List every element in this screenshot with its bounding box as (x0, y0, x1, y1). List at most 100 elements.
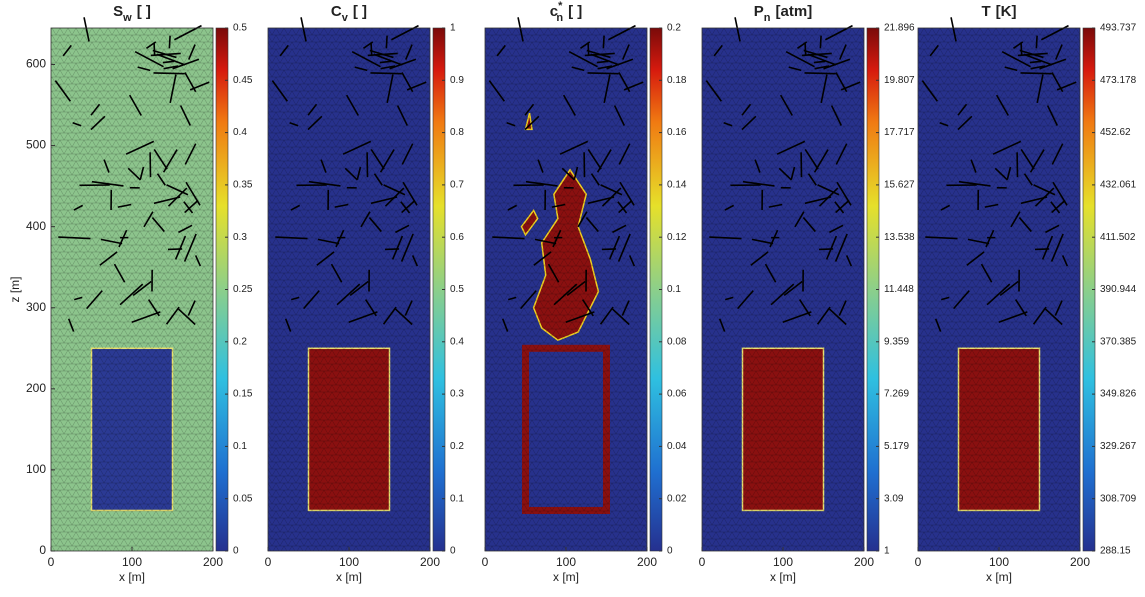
mesh (268, 28, 430, 551)
mesh (702, 28, 864, 551)
panel-title: c*n[ ] (550, 0, 583, 24)
y-tick-label: 400 (26, 219, 46, 233)
colorbar-tick-label: 11.448 (884, 284, 914, 295)
colorbar-tick-label: 0.5 (450, 284, 464, 295)
colorbar-tick-label: 0.05 (233, 493, 253, 504)
y-axis-label: z [m] (8, 277, 22, 303)
panel-title: Cv [ ] (331, 3, 367, 24)
x-tick-label: 100 (989, 555, 1009, 569)
fracture (603, 36, 604, 49)
colorbar-tick-label: 1 (450, 23, 456, 34)
colorbar-tick-label: 0.02 (667, 493, 687, 504)
title-subscript: w (122, 12, 132, 24)
x-axis-label: x [m] (119, 570, 145, 584)
x-tick-label: 0 (915, 555, 922, 569)
colorbar-tick-label: 0.5 (233, 23, 247, 34)
colorbar-tick-label: 329.267 (1100, 441, 1137, 452)
colorbar-tick-label: 1 (884, 546, 890, 557)
fracture (1036, 36, 1037, 49)
mesh (918, 28, 1080, 551)
colorbar-tick-label: 7.269 (884, 389, 909, 400)
colorbar-tick-label: 0.3 (450, 389, 464, 400)
fracture (153, 73, 184, 74)
colorbar-tick-label: 0.08 (667, 336, 687, 347)
title-symbol: P (754, 3, 764, 20)
y-tick-label: 600 (26, 57, 46, 71)
x-axis-label: x [m] (336, 570, 362, 584)
colorbar-tick-label: 0.7 (450, 180, 464, 191)
colorbar-tick-label: 0.35 (233, 180, 253, 191)
mesh (485, 28, 647, 551)
colorbar-tick-label: 9.359 (884, 336, 909, 347)
fracture (820, 36, 821, 49)
colorbar-tick-label: 0.06 (667, 389, 687, 400)
x-tick-label: 100 (339, 555, 359, 569)
colorbar-tick-label: 0.6 (450, 232, 464, 243)
title-symbol: T (982, 3, 991, 20)
colorbar-tick-label: 0.1 (450, 493, 464, 504)
x-tick-label: 200 (1070, 555, 1090, 569)
fracture (370, 73, 401, 74)
colorbar-tick-label: 17.717 (884, 127, 915, 138)
colorbar-tick-label: 0.8 (450, 127, 464, 138)
fracture (587, 73, 618, 74)
colorbar-tick-label: 411.502 (1100, 232, 1136, 243)
fracture (804, 73, 835, 74)
title-unit: [ ] (137, 3, 151, 20)
colorbar-tick-label: 0.3 (233, 232, 247, 243)
title-symbol: S (113, 3, 123, 20)
colorbar-tick-label: 473.178 (1100, 75, 1137, 86)
colorbar-tick-label: 370.385 (1100, 336, 1137, 347)
colorbar-tick-label: 13.538 (884, 232, 915, 243)
x-tick-label: 0 (482, 555, 489, 569)
colorbar-tick-label: 0.25 (233, 284, 253, 295)
title-unit: [atm] (776, 3, 813, 20)
y-tick-label: 500 (26, 138, 46, 152)
colorbar-tick-label: 0.2 (233, 336, 247, 347)
colorbar-tick-label: 0.12 (667, 232, 687, 243)
panel-title: Sw [ ] (113, 3, 151, 24)
x-tick-label: 0 (48, 555, 55, 569)
title-subscript: v (342, 12, 349, 24)
colorbar-tick-label: 0.4 (233, 127, 247, 138)
title-superscript: * (558, 0, 563, 12)
panel-title: Pn[atm] (754, 3, 812, 24)
title-unit: [ ] (568, 3, 582, 20)
colorbar-tick-label: 432.061 (1100, 180, 1137, 191)
title-subscript: n (556, 12, 563, 24)
x-tick-label: 100 (556, 555, 576, 569)
colorbar-tick-label: 3.09 (884, 493, 904, 504)
fracture (1020, 73, 1051, 74)
mesh (51, 28, 213, 551)
colorbar-tick-label: 19.807 (884, 75, 915, 86)
title-unit: [ ] (353, 3, 367, 20)
x-tick-label: 0 (699, 555, 706, 569)
colorbar-tick-label: 493.737 (1100, 23, 1137, 34)
colorbar-tick-label: 0.1 (667, 284, 681, 295)
title-symbol: C (331, 3, 342, 20)
colorbar-tick-label: 0 (667, 546, 673, 557)
x-tick-label: 200 (637, 555, 657, 569)
fracture (154, 43, 155, 55)
x-tick-label: 100 (122, 555, 142, 569)
panel-title: T [K] (982, 3, 1017, 20)
fracture (169, 36, 170, 49)
title-unit: [K] (996, 3, 1017, 20)
y-tick-label: 0 (39, 543, 46, 557)
x-axis-label: x [m] (986, 570, 1012, 584)
y-tick-label: 100 (26, 462, 46, 476)
x-tick-label: 100 (773, 555, 793, 569)
x-tick-label: 200 (854, 555, 874, 569)
colorbar-tick-label: 0.2 (450, 441, 464, 452)
fracture (805, 43, 806, 55)
x-tick-label: 200 (420, 555, 440, 569)
colorbar-tick-label: 5.179 (884, 441, 909, 452)
y-tick-label: 200 (26, 381, 46, 395)
fracture (1021, 43, 1022, 55)
colorbar-tick-label: 21.896 (884, 23, 915, 34)
x-axis-label: x [m] (553, 570, 579, 584)
